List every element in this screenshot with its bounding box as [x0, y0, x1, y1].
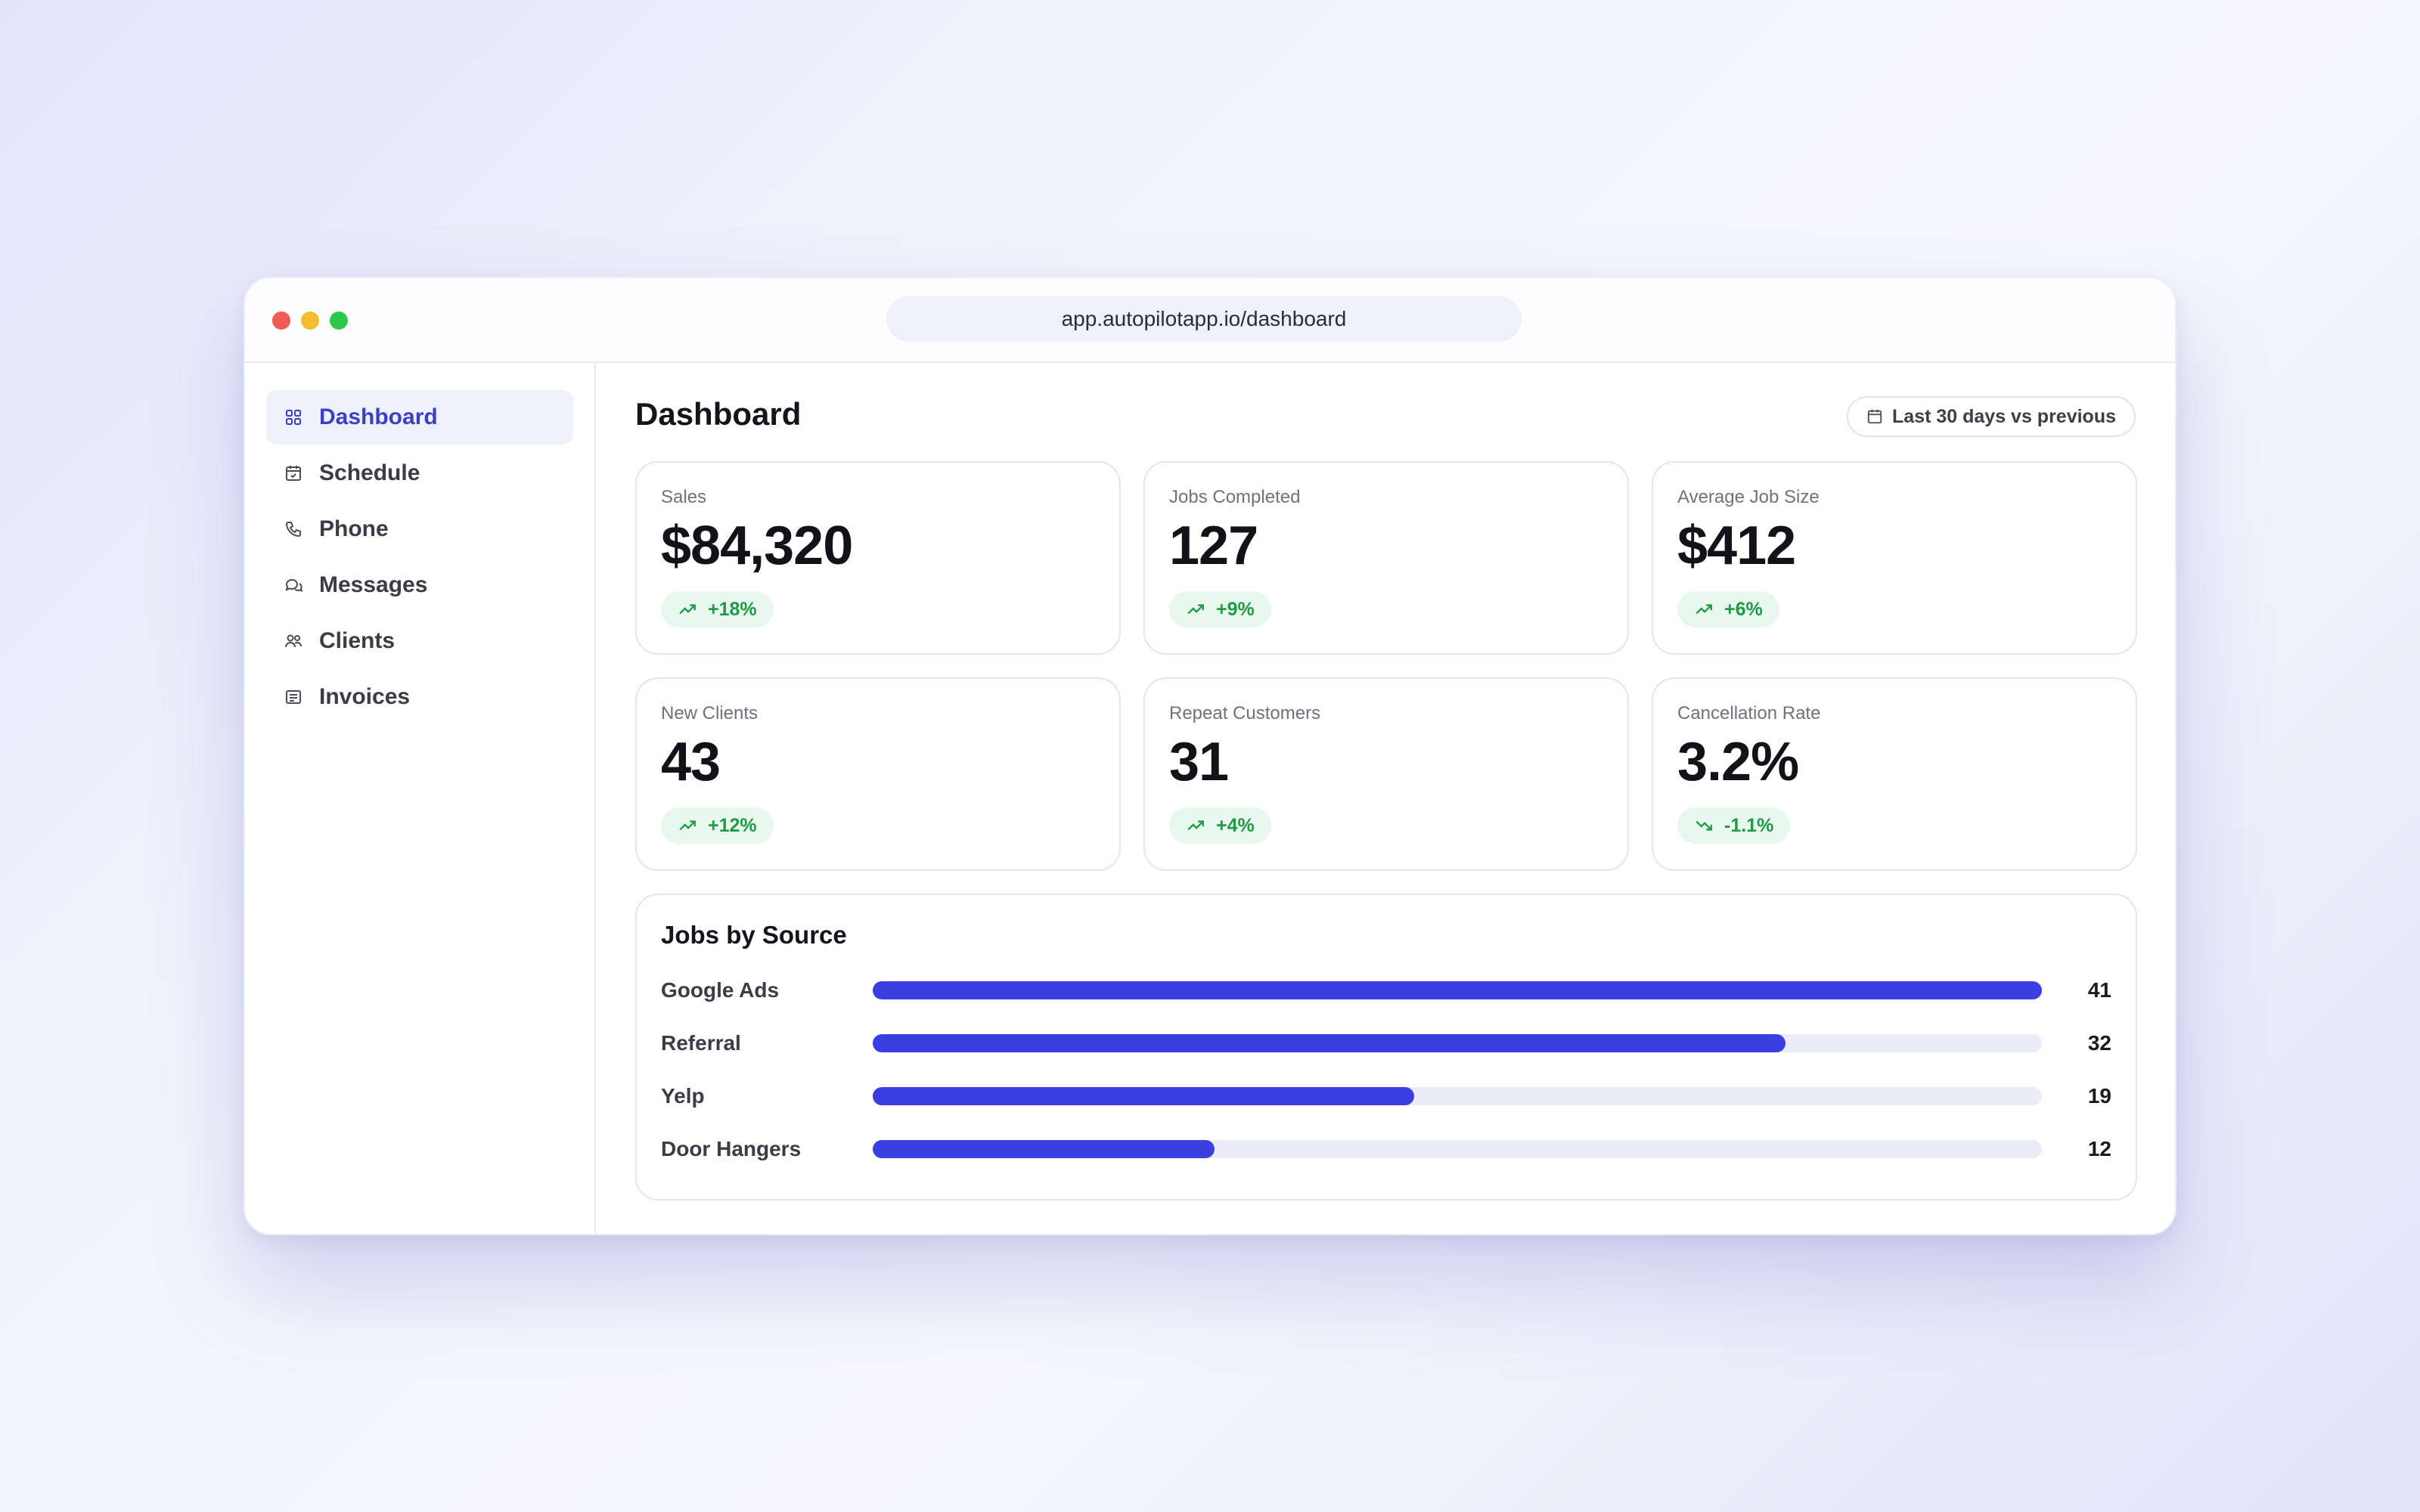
- metric-value: $84,320: [661, 516, 853, 576]
- sidebar-item-label: Phone: [319, 516, 389, 541]
- source-bar-fill: [873, 1087, 1415, 1105]
- source-bar-fill: [873, 1140, 1215, 1158]
- jobs-by-source-title: Jobs by Source: [661, 921, 847, 949]
- trend-up-icon: [1187, 604, 1204, 615]
- phone-icon: [284, 520, 302, 538]
- trend-down-icon: [1696, 820, 1712, 831]
- trend-value: +6%: [1724, 598, 1763, 620]
- main-content: Dashboard Last 30 days vs previous Sales…: [596, 363, 2175, 1234]
- trend-badge: +18%: [661, 591, 774, 627]
- sidebar-item-invoices[interactable]: Invoices: [266, 670, 573, 724]
- source-label: Referral: [661, 1031, 741, 1055]
- metric-value: 43: [661, 732, 721, 792]
- trend-up-icon: [679, 604, 696, 615]
- source-bar-track: [873, 1140, 2042, 1158]
- source-row-door-hangers: Door Hangers 12: [661, 1134, 2111, 1164]
- users-icon: [284, 632, 302, 650]
- metric-value: 127: [1169, 516, 1258, 576]
- sidebar-item-label: Schedule: [319, 460, 420, 485]
- metric-card-repeat-customers: Repeat Customers 31 +4%: [1143, 677, 1629, 871]
- metric-card-sales: Sales $84,320 +18%: [635, 461, 1121, 655]
- trend-badge: +9%: [1169, 591, 1271, 627]
- metric-card-cancellation-rate: Cancellation Rate 3.2% -1.1%: [1652, 677, 2137, 871]
- sidebar-item-label: Clients: [319, 628, 396, 653]
- trend-up-icon: [1696, 604, 1712, 615]
- trend-badge: +6%: [1677, 591, 1779, 627]
- source-bar-fill: [873, 1034, 1786, 1052]
- trend-value: +12%: [708, 814, 757, 836]
- source-count: 41: [2087, 978, 2111, 1002]
- address-bar[interactable]: app.autopilotapp.io/dashboard: [886, 296, 1522, 342]
- source-count: 19: [2087, 1084, 2111, 1108]
- trend-badge: -1.1%: [1677, 807, 1791, 844]
- sidebar-item-clients[interactable]: Clients: [266, 614, 573, 668]
- browser-window: app.autopilotapp.io/dashboard Dashboard …: [244, 277, 2176, 1235]
- source-label: Yelp: [661, 1084, 705, 1108]
- metric-label: Jobs Completed: [1169, 487, 1301, 507]
- sidebar: Dashboard Schedule Phone Messages Client…: [245, 363, 596, 1234]
- source-bar-track: [873, 981, 2042, 999]
- chat-bubbles-icon: [284, 576, 302, 594]
- sidebar-item-messages[interactable]: Messages: [266, 558, 573, 612]
- metric-label: Average Job Size: [1677, 487, 1820, 507]
- maximize-window-button[interactable]: [330, 311, 348, 330]
- source-label: Door Hangers: [661, 1137, 802, 1160]
- metric-card-average-job-size: Average Job Size $412 +6%: [1652, 461, 2137, 655]
- metric-value: $412: [1677, 516, 1796, 576]
- metric-label: New Clients: [661, 703, 759, 723]
- browser-titlebar: app.autopilotapp.io/dashboard: [245, 278, 2175, 363]
- source-count: 32: [2087, 1031, 2111, 1055]
- date-range-button[interactable]: Last 30 days vs previous: [1847, 396, 2136, 437]
- trend-value: +18%: [708, 598, 757, 620]
- trend-up-icon: [1187, 820, 1204, 831]
- sidebar-item-schedule[interactable]: Schedule: [266, 446, 573, 500]
- source-count: 12: [2087, 1137, 2111, 1160]
- calendar-check-icon: [284, 464, 302, 482]
- sidebar-item-phone[interactable]: Phone: [266, 502, 573, 556]
- grid-icon: [284, 408, 302, 426]
- trend-value: -1.1%: [1724, 814, 1774, 836]
- jobs-by-source-card: Jobs by Source Google Ads 41 Referral 32…: [635, 894, 2137, 1201]
- metric-card-new-clients: New Clients 43 +12%: [635, 677, 1121, 871]
- source-bar-track: [873, 1034, 2042, 1052]
- sidebar-item-label: Invoices: [319, 684, 411, 709]
- sidebar-item-label: Dashboard: [319, 404, 438, 429]
- trend-up-icon: [679, 820, 696, 831]
- close-window-button[interactable]: [272, 311, 290, 330]
- page-title: Dashboard: [635, 396, 802, 432]
- metric-value: 31: [1169, 732, 1229, 792]
- source-label: Google Ads: [661, 978, 780, 1002]
- invoice-icon: [284, 688, 302, 706]
- source-bar-fill: [873, 981, 2042, 999]
- calendar-icon: [1867, 409, 1882, 424]
- trend-badge: +12%: [661, 807, 774, 844]
- trend-value: +4%: [1216, 814, 1255, 836]
- sidebar-item-label: Messages: [319, 572, 428, 597]
- source-row-yelp: Yelp 19: [661, 1081, 2111, 1111]
- metric-card-jobs-completed: Jobs Completed 127 +9%: [1143, 461, 1629, 655]
- source-row-referral: Referral 32: [661, 1028, 2111, 1058]
- trend-badge: +4%: [1169, 807, 1271, 844]
- metric-label: Repeat Customers: [1169, 703, 1321, 723]
- source-row-google-ads: Google Ads 41: [661, 975, 2111, 1005]
- metric-label: Cancellation Rate: [1677, 703, 1821, 723]
- minimize-window-button[interactable]: [301, 311, 319, 330]
- sidebar-item-dashboard[interactable]: Dashboard: [266, 390, 573, 445]
- source-bar-track: [873, 1087, 2042, 1105]
- trend-value: +9%: [1216, 598, 1255, 620]
- date-range-label: Last 30 days vs previous: [1892, 405, 2116, 427]
- metric-label: Sales: [661, 487, 707, 507]
- metric-value: 3.2%: [1677, 732, 1799, 792]
